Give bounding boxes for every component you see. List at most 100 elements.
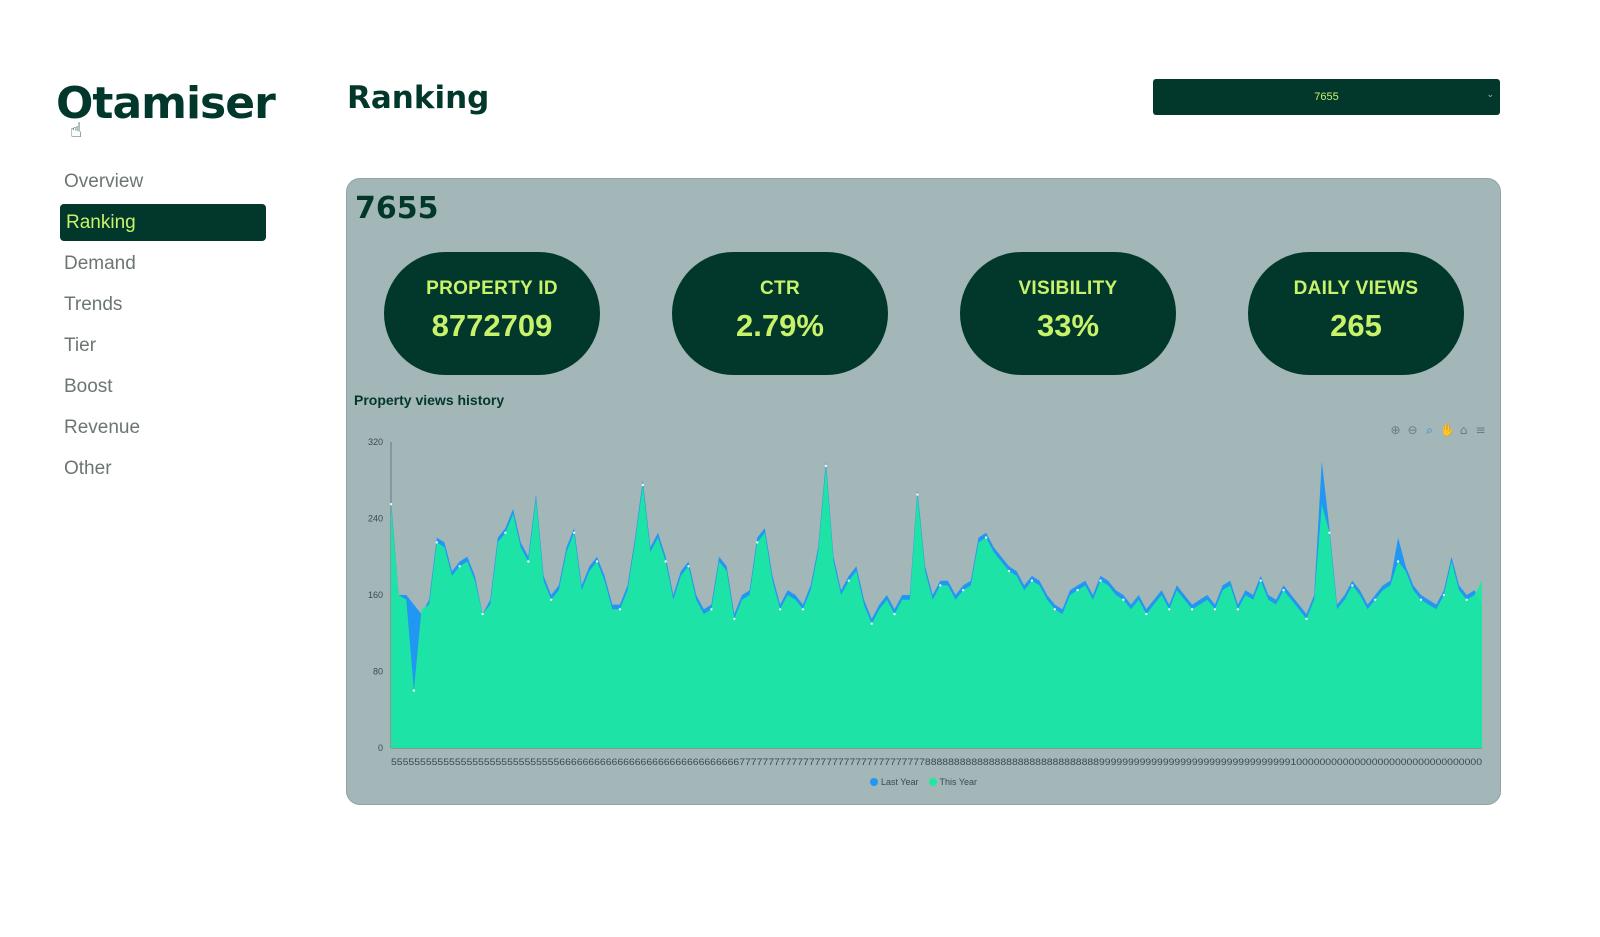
- data-point: [1099, 579, 1102, 582]
- property-card: 7655 PROPERTY ID 8772709 CTR 2.79% VISIB…: [346, 178, 1501, 805]
- data-point: [1168, 608, 1171, 611]
- y-tick-label: 80: [373, 667, 383, 677]
- data-point: [801, 608, 805, 611]
- legend-dot: [928, 778, 937, 786]
- legend-dot: [869, 778, 878, 786]
- data-point: [984, 536, 988, 539]
- kpi-daily-views: DAILY VIEWS 265: [1248, 252, 1464, 375]
- kpi-ctr: CTR 2.79%: [672, 252, 888, 375]
- kpi-visibility: VISIBILITY 33%: [960, 252, 1176, 375]
- y-tick-label: 160: [368, 590, 383, 600]
- data-point: [939, 584, 942, 587]
- kpi-label: DAILY VIEWS: [1293, 278, 1419, 299]
- data-point: [458, 565, 461, 568]
- data-point: [1190, 608, 1194, 611]
- x-tick-labels: 5555555555555555555555555555566666666666…: [391, 757, 1482, 767]
- sidebar-item-ranking[interactable]: Ranking: [60, 204, 266, 241]
- home-icon[interactable]: ⌂: [1459, 423, 1468, 437]
- data-point: [1259, 579, 1262, 582]
- kpi-value: 8772709: [431, 308, 553, 343]
- data-point: [550, 598, 553, 601]
- sidebar-item-tier[interactable]: Tier: [64, 334, 97, 356]
- data-point: [641, 483, 644, 487]
- sidebar-item-overview[interactable]: Overview: [64, 170, 144, 192]
- data-point: [1236, 608, 1240, 611]
- data-point: [1396, 560, 1400, 563]
- data-point: [412, 689, 416, 692]
- zoom-out-icon[interactable]: ⊖: [1407, 423, 1418, 437]
- data-point: [1030, 579, 1034, 582]
- data-point: [527, 560, 530, 563]
- data-point: [618, 608, 622, 611]
- sidebar-item-boost[interactable]: Boost: [64, 375, 113, 397]
- data-point: [1053, 608, 1056, 611]
- data-point: [1328, 531, 1331, 534]
- page-title: Ranking: [347, 80, 490, 116]
- hand-cursor-icon: ☝: [70, 118, 83, 142]
- y-tick-label: 320: [368, 437, 383, 447]
- data-point: [824, 464, 828, 468]
- zoom-in-icon[interactable]: ⊕: [1390, 423, 1401, 437]
- chart-toolbar: ⊕ ⊖ ⌕ ✋ ⌂ ≡: [1389, 423, 1487, 438]
- property-select[interactable]: 7655 ⌄: [1153, 79, 1500, 115]
- kpi-label: PROPERTY ID: [426, 278, 558, 299]
- data-point: [778, 608, 782, 611]
- data-point: [962, 589, 965, 592]
- kpi-value: 33%: [1036, 308, 1100, 343]
- menu-icon[interactable]: ≡: [1475, 423, 1486, 437]
- data-point: [664, 560, 667, 563]
- legend-item-this-year[interactable]: This Year: [928, 777, 978, 787]
- magnifier-icon[interactable]: ⌕: [1426, 423, 1433, 437]
- legend-label: This Year: [939, 777, 978, 787]
- data-point: [847, 579, 850, 582]
- legend-label: Last Year: [880, 777, 919, 787]
- card-title: 7655: [355, 191, 439, 226]
- data-point: [1305, 617, 1308, 621]
- data-point: [481, 612, 484, 616]
- kpi-value: 2.79%: [736, 308, 824, 343]
- y-tick-label: 240: [368, 514, 383, 524]
- data-point: [870, 622, 873, 625]
- data-point: [572, 531, 576, 534]
- data-point: [1007, 569, 1011, 573]
- data-point: [1145, 612, 1148, 616]
- series-area-this-year: [391, 465, 1482, 748]
- data-point: [1351, 584, 1354, 587]
- app-logo[interactable]: Otamiser: [56, 78, 276, 129]
- data-point: [687, 565, 690, 568]
- kpi-label: CTR: [760, 278, 800, 299]
- sidebar-item-trends[interactable]: Trends: [64, 293, 123, 315]
- sidebar-item-revenue[interactable]: Revenue: [64, 416, 141, 438]
- data-point: [1465, 598, 1468, 601]
- data-point: [916, 493, 919, 496]
- data-point: [893, 612, 896, 616]
- kpi-label: VISIBILITY: [1018, 278, 1118, 299]
- data-point: [1442, 593, 1446, 597]
- data-point: [1213, 608, 1217, 611]
- data-point: [1076, 589, 1079, 592]
- sidebar-item-demand[interactable]: Demand: [64, 252, 136, 274]
- data-point: [1374, 598, 1377, 601]
- property-select-value: 7655: [1314, 91, 1339, 103]
- chevron-down-icon: ⌄: [1486, 89, 1494, 99]
- chart-legend: Last Year This Year: [347, 777, 1500, 787]
- kpi-value: 265: [1330, 308, 1382, 343]
- data-point: [504, 531, 507, 534]
- views-history-chart: 0 80 160 240 320 5555555555555555555555555555…: [368, 437, 1482, 767]
- legend-item-last-year[interactable]: Last Year: [869, 777, 919, 787]
- data-point: [756, 541, 759, 544]
- data-point: [733, 617, 736, 621]
- data-point: [435, 541, 438, 544]
- chart-title: Property views history: [354, 392, 505, 408]
- data-point: [389, 503, 393, 506]
- kpi-property-id: PROPERTY ID 8772709: [384, 252, 600, 375]
- data-point: [595, 560, 599, 563]
- pan-hand-icon[interactable]: ✋: [1440, 423, 1455, 437]
- sidebar-item-other[interactable]: Other: [64, 457, 112, 479]
- sidebar-nav: Overview Ranking Demand Trends Tier Boos…: [60, 163, 266, 491]
- data-point: [710, 608, 713, 611]
- data-point: [1282, 589, 1285, 592]
- data-point: [1122, 598, 1125, 601]
- data-point: [1419, 598, 1423, 601]
- y-tick-label: 0: [378, 743, 383, 753]
